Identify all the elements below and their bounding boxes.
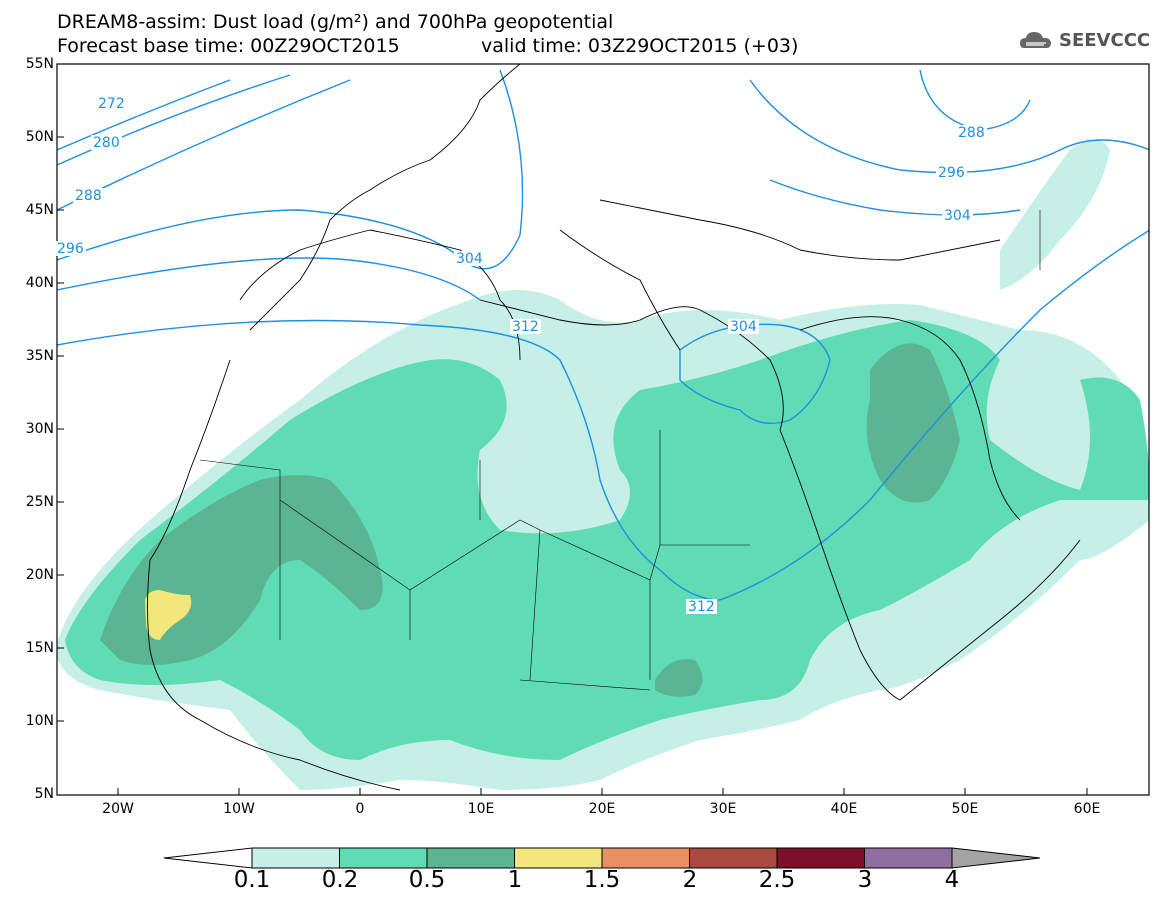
lat-label: 35N [25, 348, 54, 364]
dust-high-region [145, 590, 192, 640]
contour-label-bg [55, 241, 86, 256]
contour-304-east2 [769, 179, 1021, 216]
colorbar-label: 2 [682, 867, 698, 893]
contour-312 [57, 229, 1149, 601]
contour-label: 304 [944, 208, 971, 224]
colorbar-box [426, 847, 515, 869]
contour-label-bg [686, 599, 717, 614]
forecast-base-time: Forecast base time: 00Z29OCT2015 [57, 35, 400, 57]
contour-label: 272 [98, 96, 125, 112]
colorbar-label: 4 [944, 867, 960, 893]
contour-label: 304 [456, 251, 483, 267]
colorbar-box [339, 847, 428, 869]
lon-label: 60E [1073, 801, 1101, 817]
valid-time: valid time: 03Z29OCT2015 (+03) [481, 35, 799, 57]
contour-label-bg [96, 96, 127, 111]
contour-272 [57, 79, 231, 151]
contour-label: 312 [688, 599, 715, 615]
contour-label: 296 [938, 165, 965, 181]
dust-dark-region-south [655, 659, 703, 697]
lon-label: 20W [102, 801, 134, 817]
lat-label: 50N [25, 129, 54, 145]
lon-label: 20E [588, 801, 616, 817]
chart-title: DREAM8-assim: Dust load (g/m²) and 700hP… [57, 11, 614, 33]
colorbar-box [776, 847, 865, 869]
contour-label-bg [73, 188, 104, 203]
logo-text: SEEVCCC [1059, 30, 1151, 51]
contour-304 [57, 257, 481, 301]
colorbar-box [514, 847, 603, 869]
colorbar-label: 0.5 [408, 867, 446, 893]
colorbar-label: 0.2 [321, 867, 359, 893]
lon-label: 30E [709, 801, 737, 817]
lat-label: 30N [25, 421, 54, 437]
contour-label: 288 [958, 125, 985, 141]
dust-light-region-ne [1000, 140, 1110, 290]
colorbar-label: 2.5 [758, 867, 796, 893]
colorbar-label: 3 [857, 867, 873, 893]
colorbar-box [601, 847, 690, 869]
colorbar-under-arrow [163, 847, 253, 869]
lat-label: 15N [25, 640, 54, 656]
contour-280 [57, 74, 291, 166]
lat-label: 55N [25, 56, 54, 72]
colorbar-box [251, 847, 340, 869]
coastlines [147, 64, 1081, 791]
lon-label: 10E [467, 801, 495, 817]
contour-label-bg [510, 319, 541, 334]
colorbar-over-arrow [951, 847, 1041, 869]
contour-296 [57, 69, 524, 270]
lat-label: 5N [34, 786, 54, 802]
lon-label: 0 [355, 801, 365, 817]
contour-label: 312 [512, 319, 539, 335]
contour-label: 304 [730, 319, 757, 335]
cloud-icon [1020, 32, 1051, 48]
dust-dark-region-east [866, 343, 960, 503]
colorbar-label: 0.1 [233, 867, 271, 893]
lon-label: 10W [223, 801, 255, 817]
contour-label-bg [91, 135, 122, 150]
contour-label-bg [942, 208, 973, 223]
lon-label: 40E [830, 801, 858, 817]
contour-label: 296 [57, 241, 84, 257]
contour-label: 288 [75, 188, 102, 204]
colorbar-label: 1.5 [583, 867, 621, 893]
contour-label: 280 [93, 135, 120, 151]
lon-label: 50E [951, 801, 979, 817]
lat-label: 25N [25, 494, 54, 510]
contour-label-bg [728, 319, 759, 334]
lat-label: 45N [25, 202, 54, 218]
colorbar-label: 1 [507, 867, 523, 893]
lat-label: 10N [25, 713, 54, 729]
colorbar-box [689, 847, 778, 869]
contour-label-bg [454, 251, 485, 266]
lat-label: 20N [25, 567, 54, 583]
contour-label-bg [956, 125, 987, 140]
contour-label-bg [936, 165, 967, 180]
colorbar-box [864, 847, 953, 869]
borders [199, 210, 1041, 691]
lat-label: 40N [25, 275, 54, 291]
